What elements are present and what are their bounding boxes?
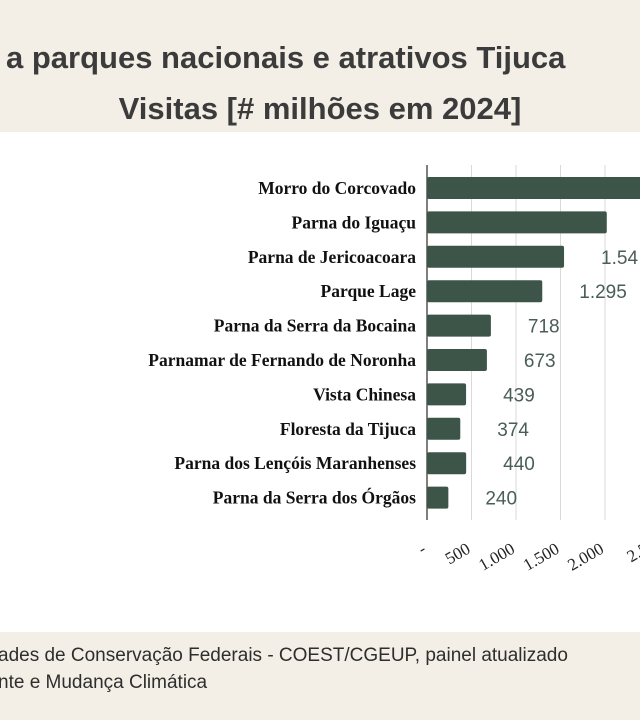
- value-label: 440: [503, 454, 535, 475]
- x-tick-label: -: [415, 539, 430, 558]
- bar: [427, 452, 467, 475]
- category-label: Vista Chinesa: [313, 384, 416, 404]
- value-label: 240: [485, 489, 517, 510]
- bar: [427, 486, 449, 509]
- chart-area: -500 1.000 1.500 2.000 2.5 Morro do Corcovado…: [0, 132, 640, 632]
- category-label: Floresta da Tijuca: [280, 419, 416, 439]
- value-label: 1.54: [601, 248, 638, 269]
- category-label: Parna da Serra da Bocaina: [214, 316, 416, 336]
- category-label: Parna do Iguaçu: [292, 212, 417, 232]
- value-label: 718: [528, 317, 560, 338]
- category-label: Morro do Corcovado: [258, 178, 416, 198]
- value-label: 673: [524, 351, 556, 372]
- bar: [427, 383, 467, 406]
- category-label: Parna dos Lençóis Maranhenses: [174, 453, 416, 473]
- chart-title-line2: Visitas [# milhões em 2024]: [118, 91, 522, 126]
- x-tick-label: 500: [442, 539, 474, 568]
- bar: [427, 314, 491, 337]
- x-tick-label: 1.500: [520, 539, 563, 575]
- value-label: 374: [497, 420, 529, 441]
- value-label: 1.295: [579, 282, 627, 303]
- source-line2: nte e Mudança Climática: [0, 672, 208, 693]
- category-label: Parna da Serra dos Órgãos: [213, 488, 416, 508]
- bar: [427, 177, 640, 199]
- value-label: 439: [503, 385, 535, 406]
- bar: [427, 245, 565, 268]
- bar-chart: -500 1.000 1.500 2.000 2.5 Morro do Corcovado…: [148, 165, 640, 575]
- x-tick-label: 2.000: [564, 539, 607, 575]
- category-label: Parna de Jericoacoara: [248, 247, 416, 267]
- bar: [427, 417, 461, 440]
- chart-title-line1: a parques nacionais e atrativos Tijuca: [6, 40, 566, 75]
- x-tick-label: 1.000: [475, 539, 518, 575]
- category-label: Parnamar de Fernando de Noronha: [148, 350, 416, 370]
- bar: [427, 211, 607, 234]
- category-label: Parque Lage: [321, 281, 417, 301]
- bar: [427, 280, 543, 303]
- source-line1: ades de Conservação Federais - COEST/CGE…: [0, 645, 568, 666]
- bar: [427, 349, 487, 371]
- x-tick-label: 2.5: [624, 539, 640, 566]
